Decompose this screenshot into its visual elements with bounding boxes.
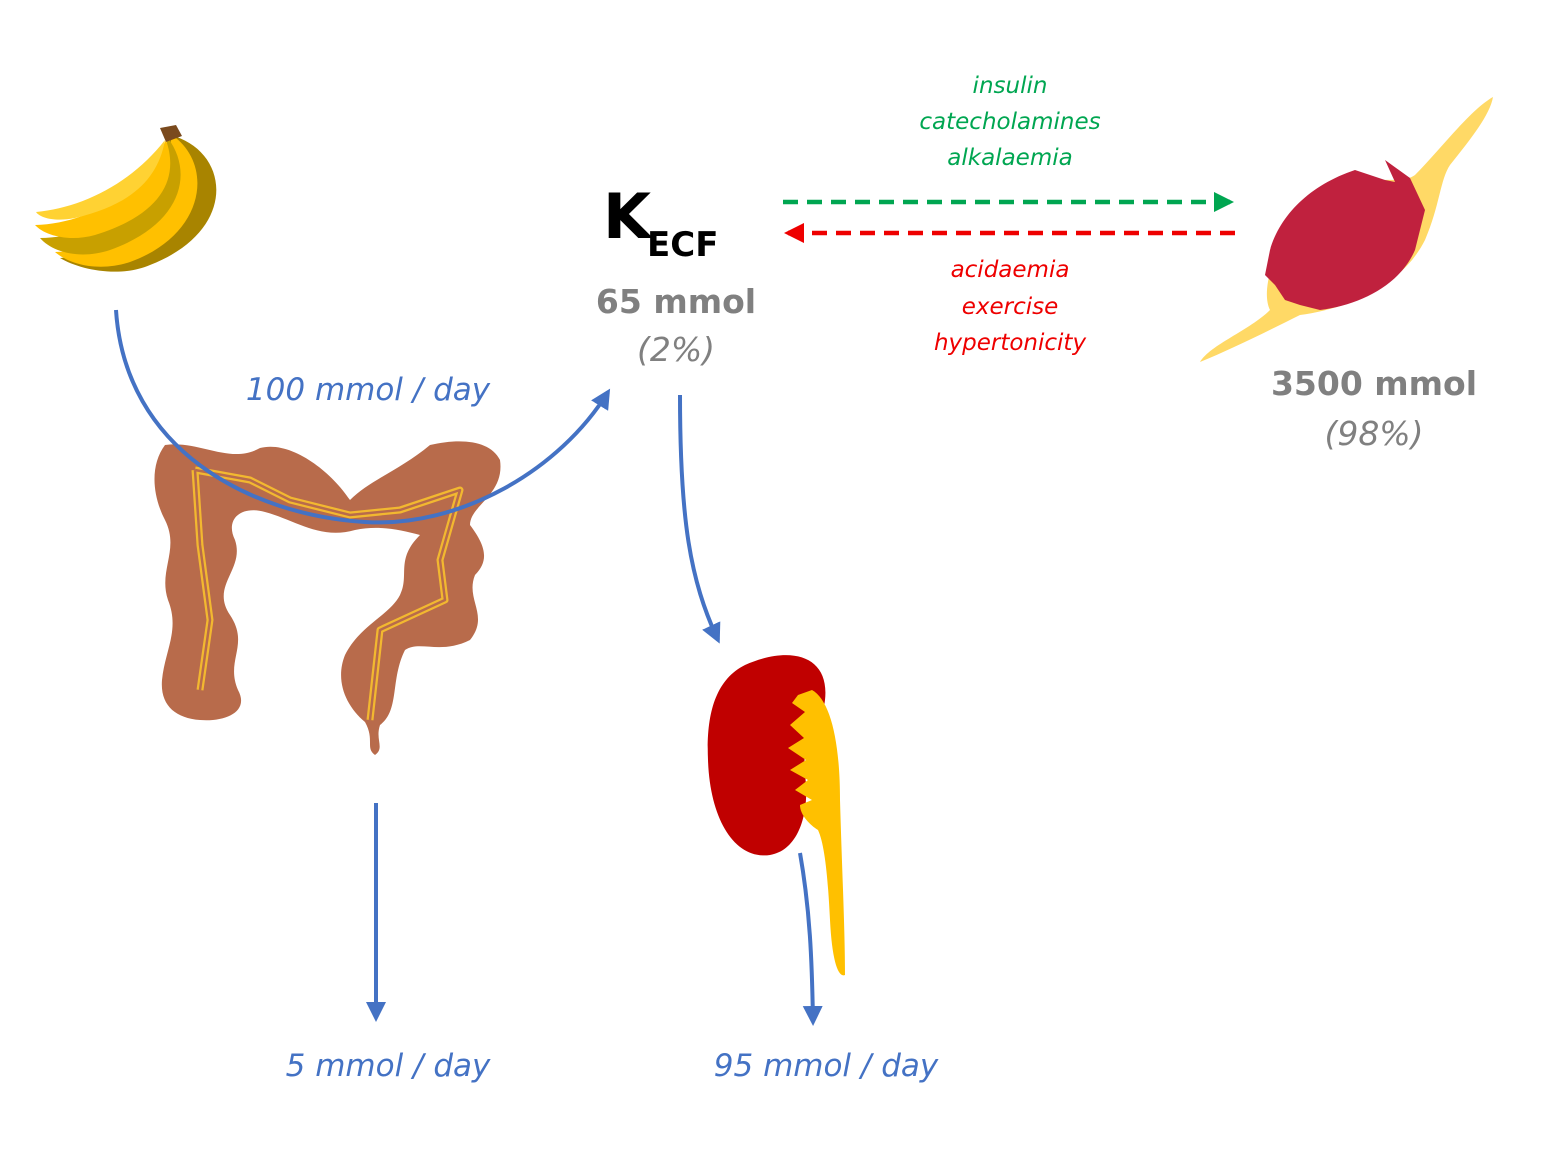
factor-insulin: insulin bbox=[972, 73, 1048, 99]
k-symbol: K bbox=[603, 180, 651, 253]
factor-alkalaemia: alkalaemia bbox=[947, 145, 1073, 171]
faecal-loss-label: 5 mmol / day bbox=[285, 1048, 491, 1084]
k-ecf-label: KECF bbox=[603, 180, 718, 265]
ecf-percent: (2%) bbox=[636, 330, 716, 369]
intake-label: 100 mmol / day bbox=[245, 372, 491, 408]
renal-loss-arrow bbox=[798, 852, 823, 1026]
bowel-icon bbox=[154, 441, 501, 755]
kidney-icon bbox=[707, 655, 845, 976]
ecf-amount: 65 mmol bbox=[595, 282, 757, 321]
factor-catecholamines: catecholamines bbox=[919, 109, 1101, 135]
factor-exercise: exercise bbox=[961, 294, 1059, 320]
renal-loss-label: 95 mmol / day bbox=[713, 1048, 939, 1084]
intracellular-percent: (98%) bbox=[1324, 414, 1424, 453]
factor-hypertonicity: hypertonicity bbox=[933, 330, 1087, 356]
banana-icon bbox=[35, 125, 217, 272]
muscle-icon bbox=[1200, 97, 1493, 362]
intracellular-amount: 3500 mmol bbox=[1270, 364, 1478, 403]
ecf-to-kidney-arrow bbox=[678, 394, 721, 644]
intake-arrow bbox=[114, 309, 611, 525]
ecf-subscript: ECF bbox=[647, 225, 719, 265]
factor-acidaemia: acidaemia bbox=[950, 257, 1070, 283]
